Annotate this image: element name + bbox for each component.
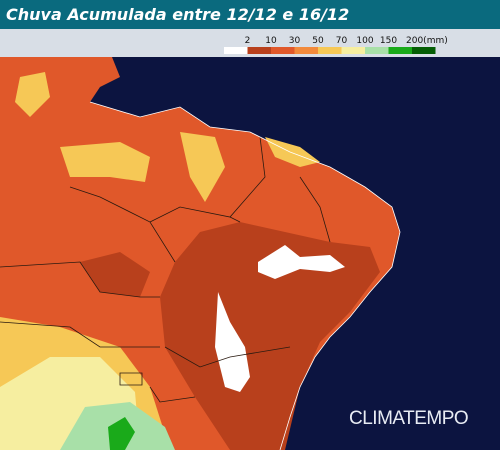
zone-white bbox=[215, 292, 250, 392]
legend-swatch bbox=[388, 47, 412, 54]
borders bbox=[0, 136, 331, 403]
coastline bbox=[89, 101, 401, 450]
title: Chuva Acumulada entre 12/12 e 16/12 bbox=[0, 0, 500, 29]
legend-label: 150 bbox=[380, 36, 397, 46]
zone-yellow bbox=[180, 132, 225, 202]
zone-darkred bbox=[80, 252, 150, 297]
zone-yellow bbox=[15, 72, 50, 117]
legend-label: 100 bbox=[356, 36, 373, 46]
legend-swatch bbox=[224, 47, 248, 54]
zone-green bbox=[108, 417, 135, 450]
zone-yellow bbox=[60, 142, 150, 182]
legend-label: 30 bbox=[289, 36, 301, 46]
legend-label: 10 bbox=[265, 36, 277, 46]
zone-darkred bbox=[160, 222, 380, 450]
legend-swatch bbox=[247, 47, 271, 54]
legend-swatch bbox=[341, 47, 365, 54]
legend-label: 2 bbox=[245, 36, 251, 46]
legend-scale: 2 10 30 50 70 100 150 200(mm) bbox=[224, 36, 448, 54]
brand-logo: CLIMATEMPO bbox=[349, 408, 469, 429]
rain-map bbox=[0, 57, 401, 450]
legend-label: 200(mm) bbox=[406, 36, 448, 46]
legend-swatch bbox=[318, 47, 342, 54]
legend-swatch bbox=[412, 47, 436, 54]
legend-swatch bbox=[271, 47, 295, 54]
legend: 2 10 30 50 70 100 150 200(mm) bbox=[0, 29, 500, 57]
legend-label: 50 bbox=[312, 36, 324, 46]
legend-swatch bbox=[294, 47, 318, 54]
legend-label: 70 bbox=[336, 36, 348, 46]
zone-yellow bbox=[265, 137, 320, 167]
legend-swatch bbox=[365, 47, 389, 54]
zone-white bbox=[258, 245, 345, 279]
